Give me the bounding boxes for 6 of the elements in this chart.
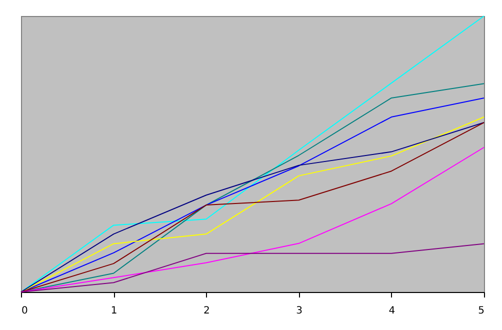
- x-tick-label: 1: [110, 306, 118, 316]
- x-tick-label: 2: [204, 306, 210, 316]
- x-tick-label: 3: [296, 306, 302, 316]
- x-tick-label: 0: [22, 306, 28, 316]
- x-tick-label: 5: [478, 306, 484, 316]
- x-tick-label: 4: [388, 306, 396, 316]
